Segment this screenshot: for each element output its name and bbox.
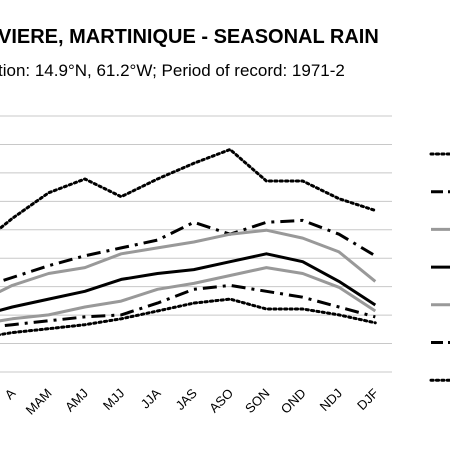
series-line-7: [0, 297, 377, 337]
legend: [429, 152, 450, 382]
gridlines: [0, 115, 392, 373]
series-line-6: [0, 283, 376, 328]
chart-subtitle: tion: 14.9°N, 61.2°W; Period of record: …: [0, 61, 345, 80]
series-line-4: [0, 252, 377, 312]
chart-title: VIERE, MARTINIQUE - SEASONAL RAIN: [0, 26, 379, 48]
series-line-1: [0, 148, 377, 231]
series-line-5: [0, 266, 377, 323]
series-line-2: [0, 218, 377, 284]
series-line-3: [0, 228, 377, 294]
series-lines: [0, 148, 377, 337]
